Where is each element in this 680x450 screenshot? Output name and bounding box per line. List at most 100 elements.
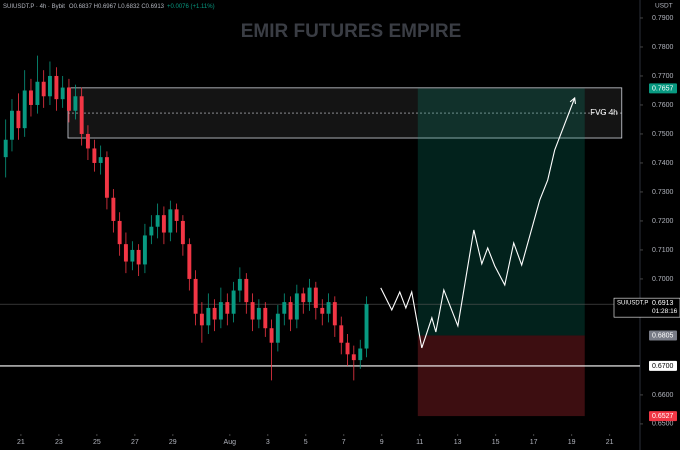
x-tick-label: 21 [606, 439, 614, 446]
x-tick-label: Aug [224, 439, 237, 446]
header: SUIUSDT.P · 4h · Bybit O0.6837 H0.6967 L0… [3, 4, 215, 10]
candle-body [332, 302, 337, 326]
candle-body [54, 75, 59, 100]
candle-body [16, 110, 21, 129]
candle-body [22, 90, 27, 129]
candle-body [351, 354, 356, 361]
candle-body [250, 302, 255, 320]
candle-body [187, 244, 192, 279]
y-tick-label: 0.7500 [652, 131, 674, 138]
candle-body [85, 133, 90, 149]
candle-body [28, 90, 33, 105]
entry-label: 0.6805 [652, 332, 674, 339]
candle-body [301, 293, 306, 303]
change: +0.0076 (+1.11%) [167, 4, 215, 10]
candle-body [79, 96, 84, 134]
stop-badge [649, 411, 677, 422]
x-tick-label: 27 [131, 439, 139, 446]
stop-zone [417, 335, 585, 417]
candle-body [98, 157, 103, 163]
y-tick-label: 0.7000 [652, 276, 674, 283]
projection-arrowhead [569, 96, 577, 105]
candle-body [47, 75, 52, 97]
last-price-countdown: 01:28:16 [652, 308, 678, 315]
candle-body [269, 328, 274, 343]
y-tick-label: 0.7100 [652, 247, 674, 254]
x-tick-label: 23 [55, 439, 63, 446]
candle-body [41, 81, 46, 97]
candle-body [212, 307, 217, 320]
candle-body [263, 307, 268, 329]
candle-body [193, 278, 198, 314]
candle-body [218, 302, 223, 320]
candle-body [104, 157, 109, 198]
candle-body [123, 244, 128, 262]
candle-body [199, 313, 204, 326]
candle-body [136, 249, 141, 265]
last-price-badge [613, 297, 680, 318]
projection-line [380, 97, 576, 349]
x-tick-label: 17 [530, 439, 538, 446]
candle-body [275, 313, 280, 343]
currency: USDT [655, 3, 673, 10]
level-badge [649, 360, 677, 371]
x-tick-label: 19 [568, 439, 576, 446]
symbol: SUIUSDT.P · 4h · Bybit [3, 4, 65, 10]
level-label: 0.6700 [652, 363, 674, 370]
candle-body [155, 215, 160, 227]
stop-label: 0.6527 [652, 413, 674, 420]
candle-body [60, 87, 65, 100]
candle-body [142, 235, 147, 265]
candle-body [180, 220, 185, 245]
candle-body [66, 87, 71, 111]
candle-body [92, 148, 97, 163]
y-tick-label: 0.6600 [652, 392, 674, 399]
last-price-symbol: SUIUSDT.P [617, 301, 648, 307]
target-zone [417, 88, 585, 336]
candle-body [339, 325, 344, 343]
x-tick-label: 15 [492, 439, 500, 446]
candle-body [149, 226, 154, 236]
x-tick-label: 21 [17, 439, 25, 446]
x-tick-label: 3 [266, 439, 270, 446]
entry-badge [649, 330, 677, 341]
candle-body [35, 81, 40, 105]
candle-body [111, 197, 116, 221]
candle-body [288, 302, 293, 320]
candle-body [313, 287, 318, 308]
candle-body [174, 209, 179, 221]
candle-body [256, 307, 261, 320]
candle-body [237, 278, 242, 291]
target-label: 0.7657 [652, 85, 674, 92]
candle-body [3, 139, 8, 158]
candle-body [364, 304, 369, 349]
candle-body [294, 293, 299, 320]
candle-body [244, 278, 249, 303]
candle-body [73, 96, 78, 111]
x-tick-label: 25 [93, 439, 101, 446]
y-tick-label: 0.7600 [652, 102, 674, 109]
ohlc: O0.6837 H0.6967 L0.6832 C0.6913 [69, 4, 165, 10]
candle-body [282, 302, 287, 314]
candle-body [130, 249, 135, 262]
last-price-label: 0.6913 [652, 300, 674, 307]
candle-body [168, 209, 173, 233]
candle-body [117, 220, 122, 245]
y-tick-label: 0.7800 [652, 44, 674, 51]
y-tick-label: 0.7300 [652, 189, 674, 196]
candle-body [161, 215, 166, 233]
watermark: EMIR FUTURES EMPIRE [241, 21, 462, 42]
candle-body [326, 302, 331, 314]
x-tick-label: 5 [304, 439, 308, 446]
candle-body [320, 307, 325, 314]
x-tick-label: 11 [416, 439, 423, 446]
y-tick-label: 0.6500 [652, 421, 674, 428]
x-tick-label: 29 [169, 439, 177, 446]
candle-body [345, 342, 350, 355]
x-tick-label: 7 [342, 439, 346, 446]
candle-body [10, 110, 14, 140]
y-tick-label: 0.7900 [652, 15, 674, 22]
candle-body [225, 302, 230, 314]
x-tick-label: 13 [454, 439, 462, 446]
